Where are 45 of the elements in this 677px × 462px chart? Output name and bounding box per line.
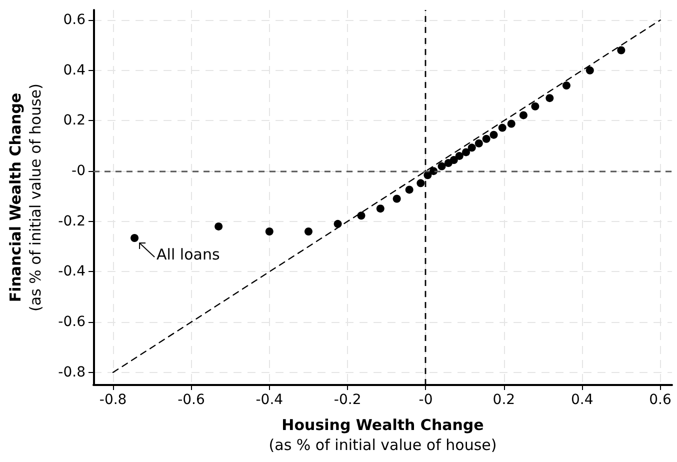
point xyxy=(507,120,516,128)
point xyxy=(468,144,476,152)
x-tick-label: -0.6 xyxy=(178,392,205,408)
x-axis-title: Housing Wealth Change (as % of initial value of house) xyxy=(268,416,497,454)
point xyxy=(455,152,464,160)
point xyxy=(438,162,446,170)
y-axis-title: Financial Wealth Change (as % of initial value of house) xyxy=(6,84,44,312)
point xyxy=(376,204,384,213)
point xyxy=(130,234,139,242)
point xyxy=(405,186,414,194)
x-tick-label: 0.4 xyxy=(570,392,594,408)
y-tick-label: -0.4 xyxy=(58,264,86,280)
y-tick-label: -0.6 xyxy=(58,314,86,330)
point xyxy=(430,167,438,176)
point xyxy=(357,212,366,220)
x-tick-label: 0.2 xyxy=(492,392,516,408)
point xyxy=(546,94,554,102)
x-tick-label: 0.6 xyxy=(649,392,672,408)
x-tick-label: -0.4 xyxy=(256,392,284,408)
point xyxy=(474,139,483,148)
y-tick-label: -0 xyxy=(72,163,86,180)
point xyxy=(617,46,626,54)
point xyxy=(304,227,312,236)
point xyxy=(519,111,528,120)
point xyxy=(462,148,470,156)
x-tick-label: -0.8 xyxy=(99,392,127,408)
point xyxy=(450,156,458,164)
x-tick-label: -0.2 xyxy=(334,392,362,408)
y-tick-label: 0.6 xyxy=(63,12,86,28)
y-tick-label: -0.8 xyxy=(58,364,86,380)
point xyxy=(562,82,570,90)
y-tick-label: -0.2 xyxy=(58,213,86,230)
point xyxy=(498,124,506,132)
point xyxy=(392,194,401,203)
point xyxy=(490,130,498,139)
point xyxy=(482,134,490,143)
point xyxy=(416,179,425,188)
y-tick-label: 0.2 xyxy=(63,112,86,129)
annotation: All loans xyxy=(156,246,220,264)
y-tick-label: 0.4 xyxy=(63,62,86,78)
point xyxy=(214,222,223,230)
point xyxy=(265,227,274,236)
point xyxy=(586,66,594,74)
x-tick-label: -0 xyxy=(418,392,433,408)
point xyxy=(531,102,540,110)
